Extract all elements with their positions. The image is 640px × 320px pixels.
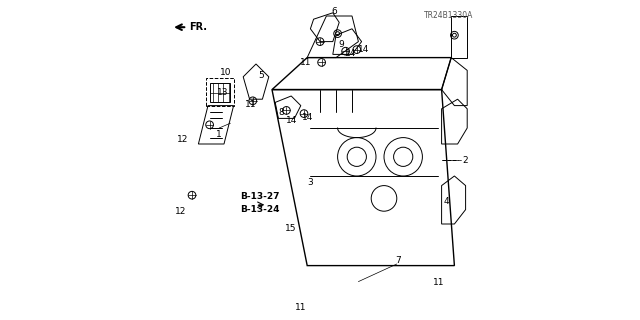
Text: 9: 9 xyxy=(339,40,344,49)
Text: 11: 11 xyxy=(246,100,257,108)
Text: FR.: FR. xyxy=(189,22,207,32)
Text: B-13-27: B-13-27 xyxy=(240,192,280,201)
Text: 14: 14 xyxy=(301,113,313,122)
Text: 4: 4 xyxy=(444,197,449,206)
Text: 1: 1 xyxy=(216,130,222,139)
Text: 14: 14 xyxy=(345,49,356,58)
Text: 6: 6 xyxy=(332,7,337,16)
Text: 11: 11 xyxy=(300,58,311,67)
Text: 15: 15 xyxy=(285,224,296,233)
Text: 8: 8 xyxy=(278,108,284,117)
Text: 7: 7 xyxy=(396,256,401,265)
Text: 11: 11 xyxy=(295,303,307,312)
Text: 12: 12 xyxy=(177,135,189,144)
Text: 10: 10 xyxy=(220,68,231,76)
Text: 5: 5 xyxy=(258,71,264,80)
Text: 3: 3 xyxy=(308,178,313,187)
Text: 13: 13 xyxy=(217,88,228,97)
Text: 11: 11 xyxy=(433,278,444,287)
Text: 2: 2 xyxy=(463,156,468,164)
Text: B-13-24: B-13-24 xyxy=(240,205,280,214)
Text: 12: 12 xyxy=(175,207,186,216)
Text: 14: 14 xyxy=(358,45,369,54)
Text: TR24B1330A: TR24B1330A xyxy=(424,11,474,20)
Text: 14: 14 xyxy=(285,116,297,125)
